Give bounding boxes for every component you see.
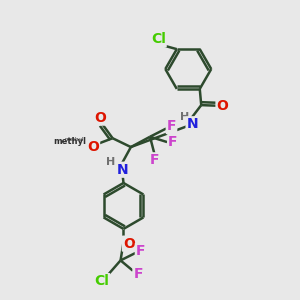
Text: F: F	[134, 267, 143, 281]
Text: O: O	[87, 140, 99, 154]
Text: O: O	[94, 111, 106, 124]
Text: Cl: Cl	[94, 274, 109, 288]
Text: methyl: methyl	[64, 137, 84, 142]
Text: H: H	[106, 157, 115, 167]
Text: F: F	[167, 119, 176, 133]
Text: H: H	[180, 112, 189, 122]
Text: methyl: methyl	[53, 137, 86, 146]
Text: F: F	[168, 135, 178, 149]
Text: O: O	[123, 237, 135, 250]
Text: N: N	[187, 117, 198, 131]
Text: F: F	[136, 244, 145, 258]
Text: F: F	[150, 153, 159, 167]
Text: O: O	[217, 99, 228, 113]
Text: N: N	[117, 163, 128, 177]
Text: Cl: Cl	[151, 32, 166, 46]
